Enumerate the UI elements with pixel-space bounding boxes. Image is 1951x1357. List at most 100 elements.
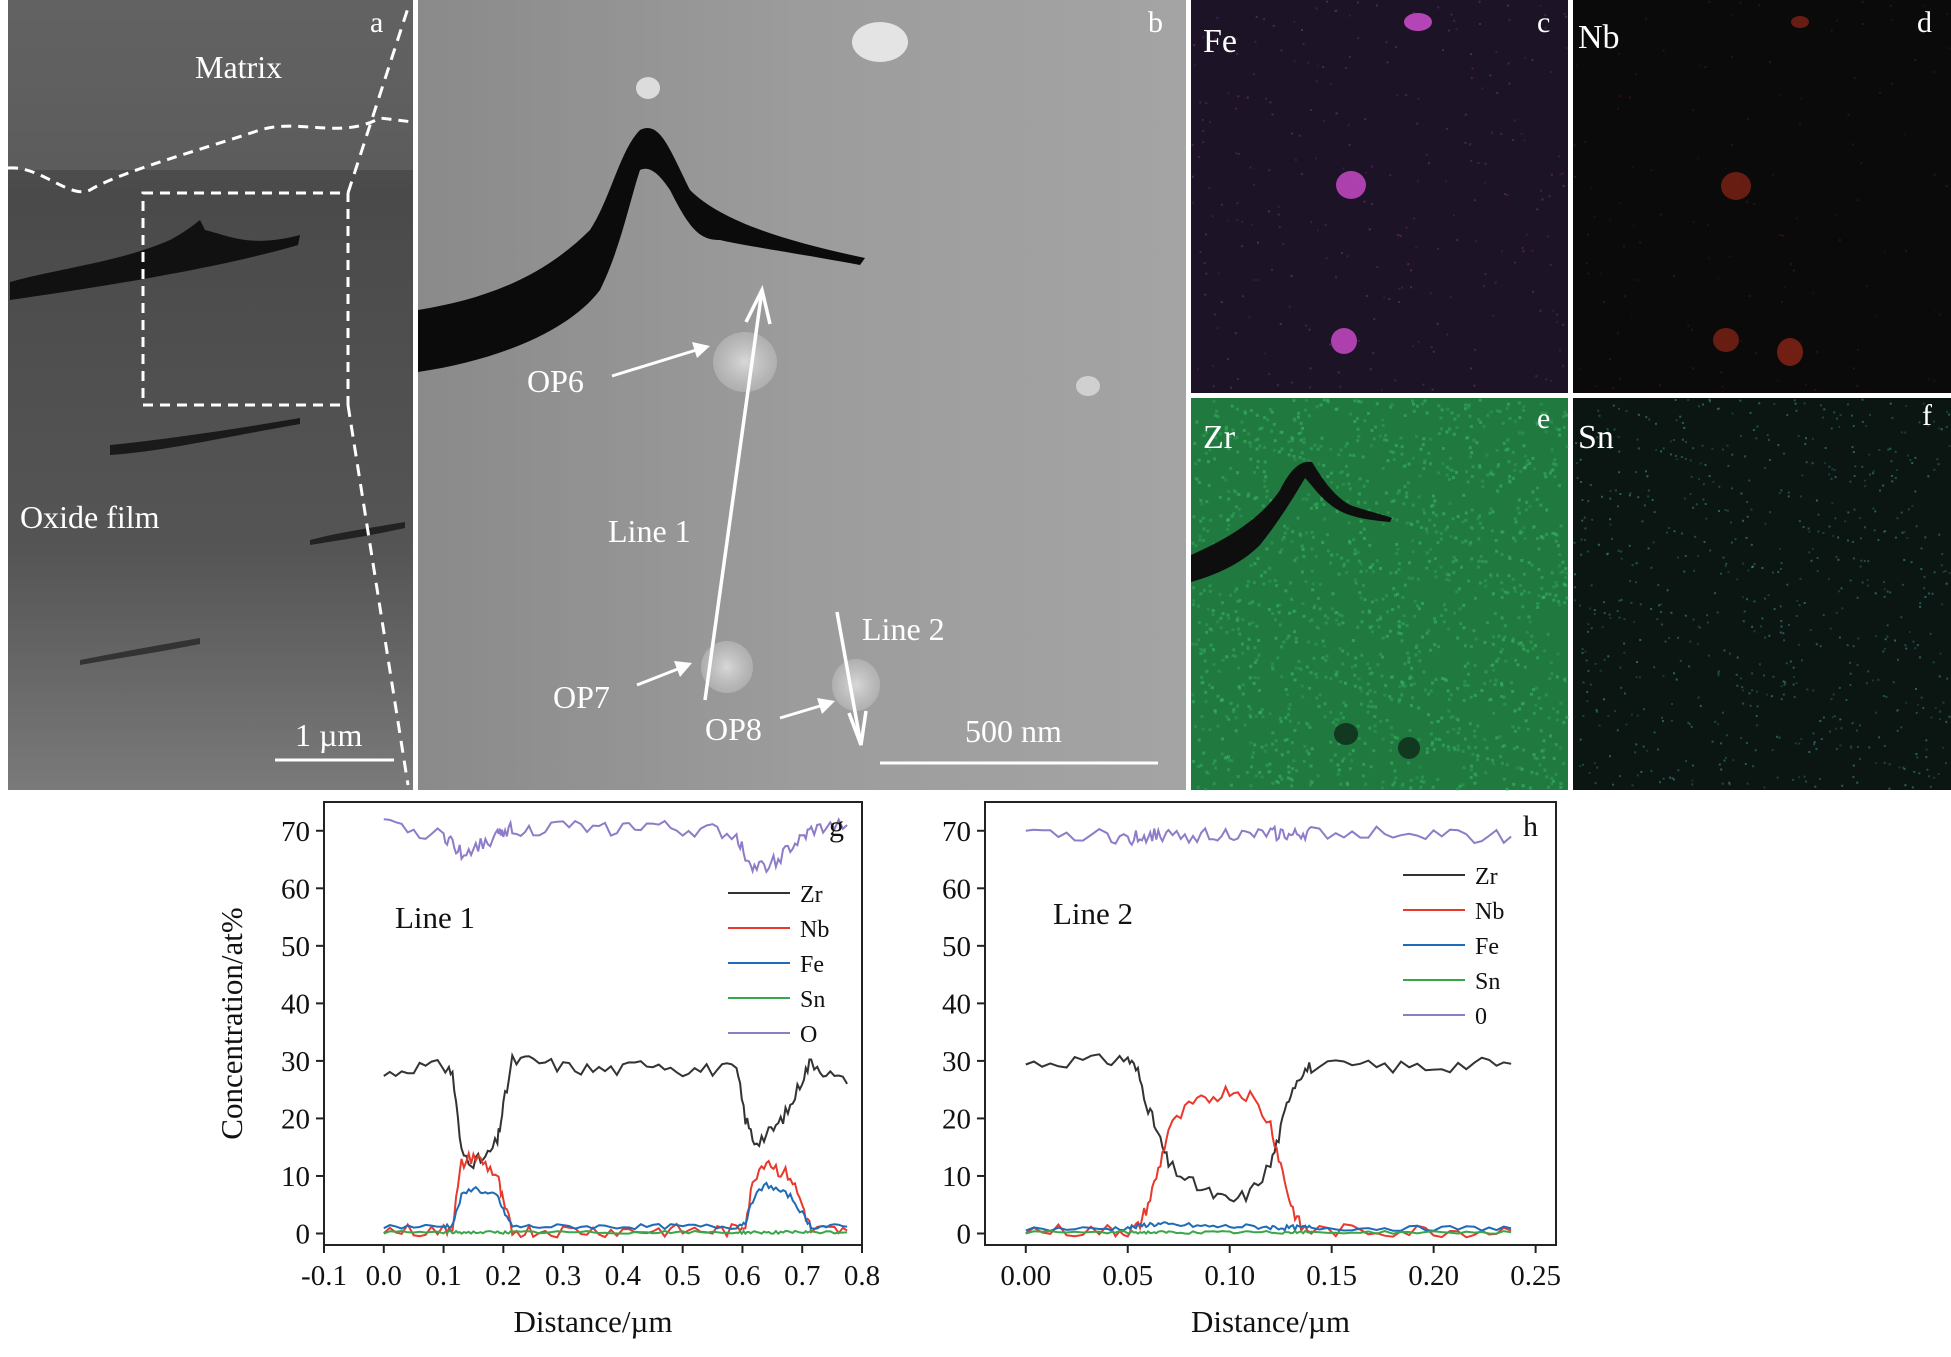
map-speckle xyxy=(1339,680,1343,684)
map-speckle xyxy=(1830,29,1833,32)
map-speckle xyxy=(1507,574,1511,578)
map-speckle xyxy=(1609,358,1611,361)
map-speckle xyxy=(1674,454,1677,457)
map-speckle xyxy=(1501,638,1505,642)
map-speckle xyxy=(1246,96,1249,99)
map-speckle xyxy=(1558,433,1562,437)
map-speckle xyxy=(1394,379,1397,382)
map-speckle xyxy=(1310,747,1314,751)
map-speckle xyxy=(1490,131,1493,134)
map-speckle xyxy=(1891,19,1894,21)
map-speckle xyxy=(1525,233,1528,236)
map-speckle xyxy=(1817,513,1820,516)
map-speckle xyxy=(1529,692,1533,696)
map-speckle xyxy=(1417,97,1420,100)
map-speckle xyxy=(1661,716,1664,719)
map-speckle xyxy=(1537,594,1541,598)
map-speckle xyxy=(1212,385,1215,388)
map-speckle xyxy=(1620,686,1623,689)
map-speckle xyxy=(1301,602,1305,606)
map-speckle xyxy=(1748,479,1751,482)
map-speckle xyxy=(1787,491,1790,494)
map-speckle xyxy=(1353,552,1357,556)
map-speckle xyxy=(1491,642,1495,646)
map-speckle xyxy=(1680,456,1683,458)
map-speckle xyxy=(1394,593,1397,597)
map-speckle xyxy=(1597,543,1600,546)
map-speckle xyxy=(1274,739,1278,743)
map-speckle xyxy=(1731,453,1734,456)
map-speckle xyxy=(1531,59,1534,61)
map-speckle xyxy=(1896,517,1899,520)
map-speckle xyxy=(1933,420,1935,423)
map-speckle xyxy=(1440,408,1444,412)
map-speckle xyxy=(1500,682,1503,685)
map-speckle xyxy=(1625,410,1628,412)
map-speckle xyxy=(1358,492,1361,496)
map-speckle xyxy=(1278,205,1280,208)
map-speckle xyxy=(1212,782,1216,786)
map-speckle xyxy=(1249,784,1253,788)
map-speckle xyxy=(1199,648,1203,652)
map-speckle xyxy=(1496,465,1500,469)
map-speckle xyxy=(1915,525,1918,528)
map-speckle xyxy=(1867,560,1870,563)
map-speckle xyxy=(1331,592,1335,596)
map-speckle xyxy=(1938,675,1941,678)
map-speckle xyxy=(1877,538,1880,541)
map-speckle xyxy=(1351,665,1354,669)
map-speckle xyxy=(1780,698,1783,701)
map-speckle xyxy=(1231,710,1235,714)
map-speckle xyxy=(1587,623,1590,626)
map-speckle xyxy=(1779,568,1782,570)
map-speckle xyxy=(1401,622,1405,626)
map-speckle xyxy=(1905,405,1908,408)
panel-letter: b xyxy=(1148,6,1163,39)
map-speckle xyxy=(1316,774,1320,778)
map-speckle xyxy=(1811,462,1814,465)
map-speckle xyxy=(1539,535,1543,539)
map-speckle xyxy=(1427,162,1430,165)
map-speckle xyxy=(1525,463,1529,467)
map-speckle xyxy=(1660,603,1663,606)
map-speckle xyxy=(1670,453,1672,456)
map-speckle xyxy=(1326,0,1329,3)
map-speckle xyxy=(1349,412,1353,416)
map-speckle xyxy=(1639,241,1642,244)
map-speckle xyxy=(1477,559,1481,563)
x-tick-label: 0.20 xyxy=(1408,1260,1459,1292)
map-speckle xyxy=(1216,16,1219,19)
map-speckle xyxy=(1582,681,1585,684)
map-speckle xyxy=(1358,477,1362,481)
map-speckle xyxy=(1287,634,1291,638)
map-speckle xyxy=(1505,787,1509,791)
map-speckle xyxy=(1337,768,1341,772)
map-speckle xyxy=(1433,643,1437,647)
map-speckle xyxy=(1711,447,1714,450)
map-speckle xyxy=(1314,642,1318,646)
map-speckle xyxy=(1756,690,1758,693)
map-speckle xyxy=(1293,630,1296,634)
map-speckle xyxy=(1837,558,1840,561)
map-speckle xyxy=(1227,447,1231,451)
map-speckle xyxy=(1205,630,1209,634)
map-speckle xyxy=(1271,268,1273,271)
map-speckle xyxy=(1419,447,1423,451)
map-speckle xyxy=(1857,637,1860,640)
map-speckle xyxy=(1623,618,1626,621)
map-speckle xyxy=(1262,470,1266,474)
map-speckle xyxy=(1706,621,1709,624)
map-speckle xyxy=(1470,508,1474,512)
map-speckle xyxy=(1939,313,1942,316)
map-speckle xyxy=(1469,525,1473,529)
map-speckle xyxy=(1693,569,1696,572)
map-speckle xyxy=(1812,732,1815,735)
map-speckle xyxy=(1927,475,1930,478)
y-tick-label: 60 xyxy=(281,873,310,905)
map-speckle xyxy=(1511,637,1515,641)
map-speckle xyxy=(1297,411,1300,415)
map-speckle xyxy=(1483,682,1487,686)
map-speckle xyxy=(1361,455,1365,459)
map-speckle xyxy=(1227,758,1231,762)
map-speckle xyxy=(1277,450,1281,454)
